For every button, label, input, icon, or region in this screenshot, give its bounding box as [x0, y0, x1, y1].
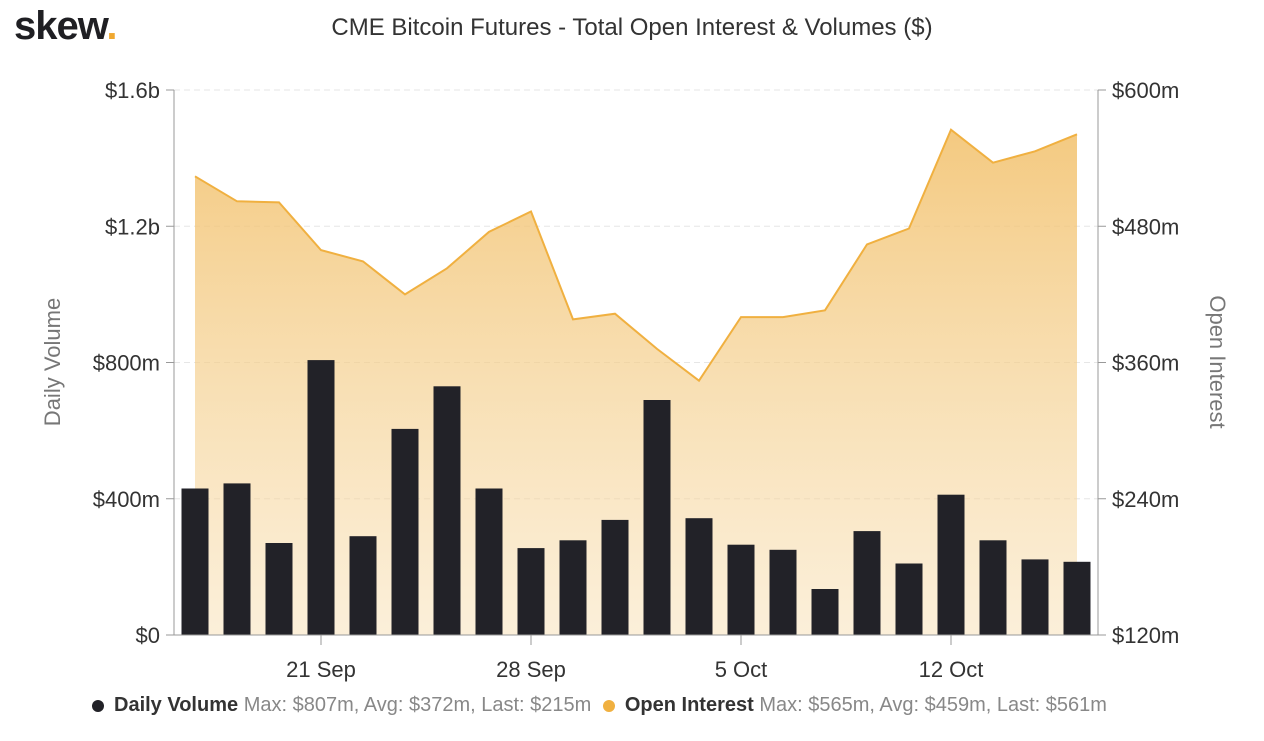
volume-bar: [685, 518, 713, 635]
open-interest-marker-icon: [602, 699, 615, 712]
legend-open-interest-name: Open Interest: [624, 694, 754, 716]
left-tick-label: $0: [136, 623, 160, 648]
left-tick-label: $400m: [93, 487, 160, 512]
volume-bar: [391, 428, 419, 635]
right-tick-label: $240m: [1112, 487, 1179, 512]
skew-logo: skew.: [14, 4, 118, 48]
x-tick-label: 21 Sep: [286, 657, 356, 682]
chart-legend: Daily Volume Max: $807m, Avg: $372m, Las…: [92, 694, 1113, 717]
volume-bar: [223, 483, 251, 635]
open-interest-line: [194, 128, 1078, 383]
volume-bar: [265, 543, 293, 635]
left-tick-label: $800m: [93, 351, 160, 376]
volume-bar: [811, 589, 839, 635]
x-tick-label: 28 Sep: [496, 657, 566, 682]
right-tick-label: $360m: [1112, 351, 1179, 376]
legend-daily-volume-stats: Max: $807m, Avg: $372m, Last: $215m: [243, 694, 592, 716]
left-axis-title: Daily Volume: [40, 298, 65, 426]
legend-item-daily-volume[interactable]: Daily Volume Max: $807m, Avg: $372m, Las…: [92, 694, 591, 717]
legend-open-interest-stats: Max: $565m, Avg: $459m, Last: $561m: [759, 694, 1107, 716]
chart-title: CME Bitcoin Futures - Total Open Interes…: [331, 14, 933, 41]
volume-bar: [559, 540, 587, 635]
volume-bar: [895, 563, 923, 635]
volume-bar: [517, 548, 545, 635]
volume-bar: [181, 488, 209, 635]
daily-volume-marker-icon: [92, 699, 104, 712]
volume-bar: [769, 549, 797, 635]
volume-bar: [601, 519, 629, 635]
legend-daily-volume-name: Daily Volume: [114, 694, 239, 716]
volume-bar: [1063, 561, 1091, 635]
volume-bar: [643, 400, 671, 635]
left-tick-label: $1.2b: [105, 214, 160, 239]
x-tick-label: 12 Oct: [919, 657, 984, 682]
volume-bar: [1021, 559, 1049, 635]
legend-item-open-interest[interactable]: Open Interest Max: $565m, Avg: $459m, La…: [602, 694, 1107, 717]
left-tick-label: $1.6b: [105, 78, 160, 103]
right-tick-label: $120m: [1112, 623, 1179, 648]
volume-bar: [979, 540, 1007, 635]
volume-bar: [727, 544, 755, 635]
volume-bar: [475, 488, 503, 635]
volume-bar: [307, 360, 335, 635]
volume-bar: [937, 494, 965, 635]
right-axis-title: Open Interest: [1205, 295, 1230, 428]
x-tick-label: 5 Oct: [715, 657, 768, 682]
volume-bar: [433, 386, 461, 635]
right-tick-label: $480m: [1112, 214, 1179, 239]
volume-bar: [349, 536, 377, 635]
right-tick-label: $600m: [1112, 78, 1179, 103]
volume-bar: [853, 531, 881, 635]
